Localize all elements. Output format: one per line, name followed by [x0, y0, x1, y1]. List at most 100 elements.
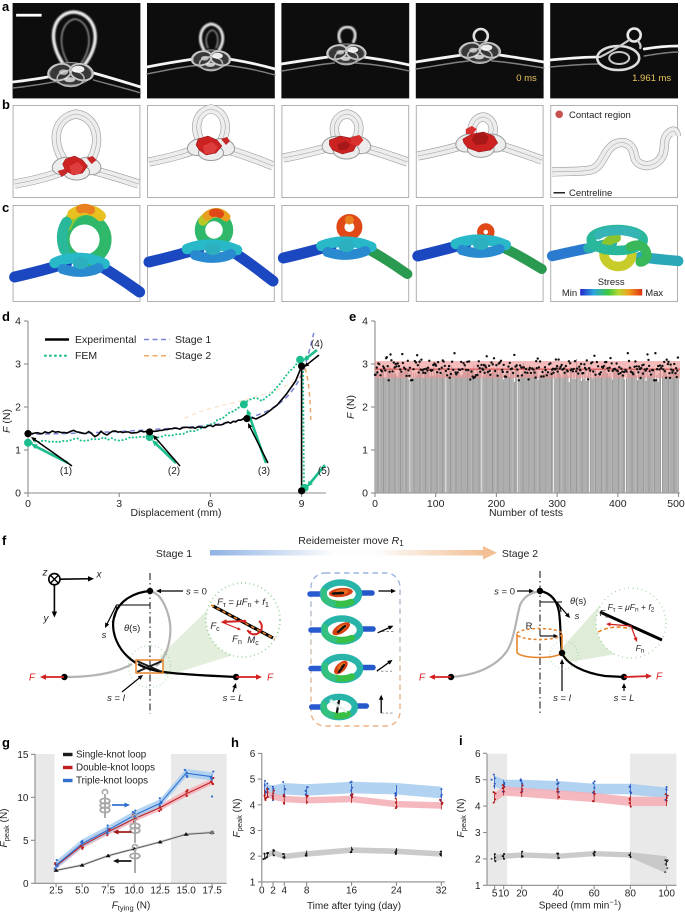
svg-text:F: F	[267, 673, 274, 684]
svg-text:(1): (1)	[60, 466, 72, 477]
svg-text:7.5: 7.5	[101, 886, 115, 897]
svg-text:0: 0	[259, 885, 265, 896]
svg-text:9: 9	[299, 498, 305, 510]
svg-text:15.0: 15.0	[176, 886, 196, 897]
svg-text:0: 0	[23, 879, 29, 890]
svg-text:100: 100	[427, 498, 445, 510]
svg-text:Time after tying (day): Time after tying (day)	[307, 901, 401, 912]
svg-text:80: 80	[625, 888, 637, 899]
svg-text:8: 8	[304, 885, 310, 896]
svg-text:16: 16	[346, 885, 358, 896]
svg-text:(4): (4)	[311, 339, 323, 350]
svg-text:10: 10	[17, 793, 29, 804]
svg-text:0 ms: 0 ms	[516, 73, 537, 84]
svg-text:s = L: s = L	[223, 693, 244, 704]
svg-text:15: 15	[17, 750, 29, 761]
svg-text:θ(s): θ(s)	[570, 596, 586, 607]
svg-text:Number of tests: Number of tests	[489, 507, 563, 519]
svg-text:g: g	[2, 735, 10, 750]
svg-text:Contact region: Contact region	[569, 110, 631, 121]
svg-text:300: 300	[548, 498, 566, 510]
svg-text:Fpeak (N): Fpeak (N)	[456, 798, 468, 837]
svg-text:Fn: Fn	[232, 634, 242, 646]
svg-text:Speed (mm min−1): Speed (mm min−1)	[539, 898, 621, 912]
svg-text:400: 400	[609, 498, 627, 510]
svg-text:2: 2	[270, 885, 276, 896]
svg-text:s = L: s = L	[614, 693, 635, 704]
svg-text:h: h	[231, 735, 239, 750]
svg-text:17.5: 17.5	[202, 886, 222, 897]
svg-text:Fc: Fc	[210, 621, 220, 633]
svg-text:Centreline: Centreline	[569, 188, 612, 199]
svg-text:3: 3	[475, 828, 481, 839]
svg-text:Fn: Fn	[636, 643, 645, 655]
svg-text:(5): (5)	[318, 466, 330, 477]
svg-text:5: 5	[475, 775, 481, 786]
svg-text:6: 6	[207, 498, 213, 510]
svg-text:s = 0: s = 0	[494, 587, 515, 598]
svg-text:Stage 1: Stage 1	[156, 548, 192, 560]
svg-text:Stage 2: Stage 2	[502, 548, 538, 560]
svg-text:10: 10	[498, 888, 510, 899]
svg-text:Stress: Stress	[598, 277, 625, 288]
svg-text:3: 3	[250, 826, 256, 837]
svg-text:2: 2	[362, 402, 368, 414]
svg-text:F (N): F (N)	[1, 409, 13, 433]
svg-text:z: z	[42, 568, 48, 579]
svg-text:Reidemeister move R1: Reidemeister move R1	[298, 535, 404, 548]
svg-text:0: 0	[25, 498, 31, 510]
svg-text:e: e	[349, 309, 356, 324]
svg-text:20: 20	[516, 888, 528, 899]
svg-text:Double-knot loops: Double-knot loops	[76, 763, 155, 774]
svg-text:3: 3	[15, 359, 21, 371]
svg-text:s = 0: s = 0	[186, 587, 207, 598]
svg-text:Stage 1: Stage 1	[175, 334, 211, 346]
svg-text:Min: Min	[562, 288, 577, 299]
svg-text:2: 2	[15, 402, 21, 414]
svg-text:1: 1	[475, 881, 481, 892]
svg-text:s: s	[575, 611, 580, 622]
svg-text:5: 5	[23, 836, 29, 847]
svg-text:Fpeak (N): Fpeak (N)	[232, 798, 244, 837]
svg-text:40: 40	[552, 888, 564, 899]
svg-text:i: i	[459, 733, 463, 748]
svg-text:500: 500	[667, 498, 685, 510]
svg-text:F: F	[29, 673, 36, 684]
svg-text:Displacement (mm): Displacement (mm)	[130, 507, 221, 519]
svg-text:5: 5	[492, 888, 498, 899]
svg-text:4: 4	[15, 316, 21, 328]
svg-text:4: 4	[362, 316, 368, 328]
svg-text:0: 0	[372, 498, 378, 510]
svg-text:100: 100	[658, 888, 675, 899]
svg-text:3: 3	[362, 359, 368, 371]
svg-text:b: b	[2, 97, 10, 112]
svg-text:FEM: FEM	[75, 350, 97, 362]
svg-text:s = l: s = l	[107, 693, 126, 704]
svg-text:4: 4	[475, 802, 481, 813]
svg-text:2.5: 2.5	[49, 886, 63, 897]
svg-text:s = l: s = l	[553, 693, 572, 704]
svg-text:2: 2	[475, 854, 481, 865]
svg-text:6: 6	[475, 749, 481, 760]
svg-text:0: 0	[362, 488, 368, 500]
svg-text:F (N): F (N)	[345, 395, 357, 419]
svg-text:Fpeak (N): Fpeak (N)	[0, 808, 11, 847]
svg-text:F: F	[419, 673, 426, 684]
svg-text:Max: Max	[645, 288, 663, 299]
svg-text:4: 4	[281, 885, 287, 896]
svg-text:1.961 ms: 1.961 ms	[632, 73, 671, 84]
svg-text:f: f	[2, 533, 7, 548]
svg-text:12.5: 12.5	[150, 886, 170, 897]
svg-text:x: x	[96, 570, 103, 581]
svg-text:4: 4	[250, 800, 256, 811]
svg-text:R: R	[526, 621, 533, 632]
svg-text:0: 0	[15, 488, 21, 500]
svg-text:d: d	[2, 309, 10, 324]
svg-text:1: 1	[15, 445, 21, 457]
svg-text:5: 5	[250, 775, 256, 786]
svg-text:Fτ = μFn + f2: Fτ = μFn + f2	[608, 602, 655, 614]
svg-text:Fτ = μFn + f1: Fτ = μFn + f1	[217, 597, 269, 609]
svg-text:Triple-knot loops: Triple-knot loops	[76, 776, 148, 787]
svg-text:y: y	[43, 614, 50, 625]
svg-text:Single-knot loop: Single-knot loop	[76, 750, 147, 761]
